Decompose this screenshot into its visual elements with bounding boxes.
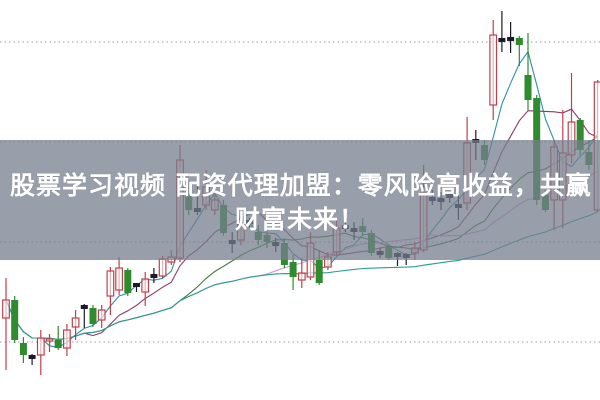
candle-body — [2, 299, 10, 319]
candle — [62, 324, 71, 356]
candle — [150, 268, 158, 283]
candle — [97, 305, 106, 328]
candle-body — [158, 258, 167, 277]
candle — [289, 255, 297, 290]
candle-body — [141, 278, 150, 293]
candle — [71, 310, 80, 340]
candle — [28, 354, 36, 365]
candle — [89, 305, 97, 327]
banner-headline-line1: 股票学习视频 配资代理加盟：零风险高收益，共赢 — [10, 171, 592, 200]
candle — [498, 11, 506, 52]
candle-body — [489, 34, 498, 106]
candle — [133, 283, 140, 292]
candle-body — [498, 38, 506, 42]
candle-body — [19, 343, 27, 355]
candle-body — [524, 75, 532, 100]
candle-body — [576, 120, 584, 150]
candle-body — [45, 338, 54, 342]
candle — [515, 36, 523, 66]
candle — [115, 257, 124, 295]
candle-body — [54, 340, 62, 348]
candle — [11, 296, 19, 343]
candle — [45, 334, 54, 352]
candle-body — [80, 305, 88, 309]
candle-body — [515, 38, 523, 45]
candle-body — [28, 355, 36, 359]
banner-headline-line2: 财富未来！ — [234, 205, 365, 234]
candle — [54, 326, 62, 350]
candle-body — [106, 270, 115, 297]
candle — [80, 304, 88, 328]
candle-body — [11, 300, 19, 340]
candle-body — [507, 37, 515, 41]
candle-body — [124, 270, 132, 293]
candle-body — [89, 308, 97, 324]
candle-body — [71, 317, 80, 328]
candle-body — [62, 329, 71, 349]
candle — [36, 330, 45, 375]
candle — [141, 272, 150, 306]
candle-body — [150, 274, 158, 278]
candle — [124, 268, 132, 296]
candle — [524, 33, 532, 110]
candle — [106, 267, 115, 315]
candle-body — [36, 337, 45, 356]
text-banner-overlay — [0, 140, 600, 260]
candle-body — [115, 267, 124, 291]
candle-body — [97, 309, 106, 321]
candle — [297, 258, 306, 288]
candle-body — [315, 260, 323, 283]
candle — [2, 278, 10, 370]
candle — [19, 337, 27, 363]
candle — [507, 22, 515, 53]
candle-body — [133, 283, 140, 287]
candle-body — [289, 262, 297, 277]
candle-body — [297, 272, 306, 281]
candle — [489, 20, 498, 120]
